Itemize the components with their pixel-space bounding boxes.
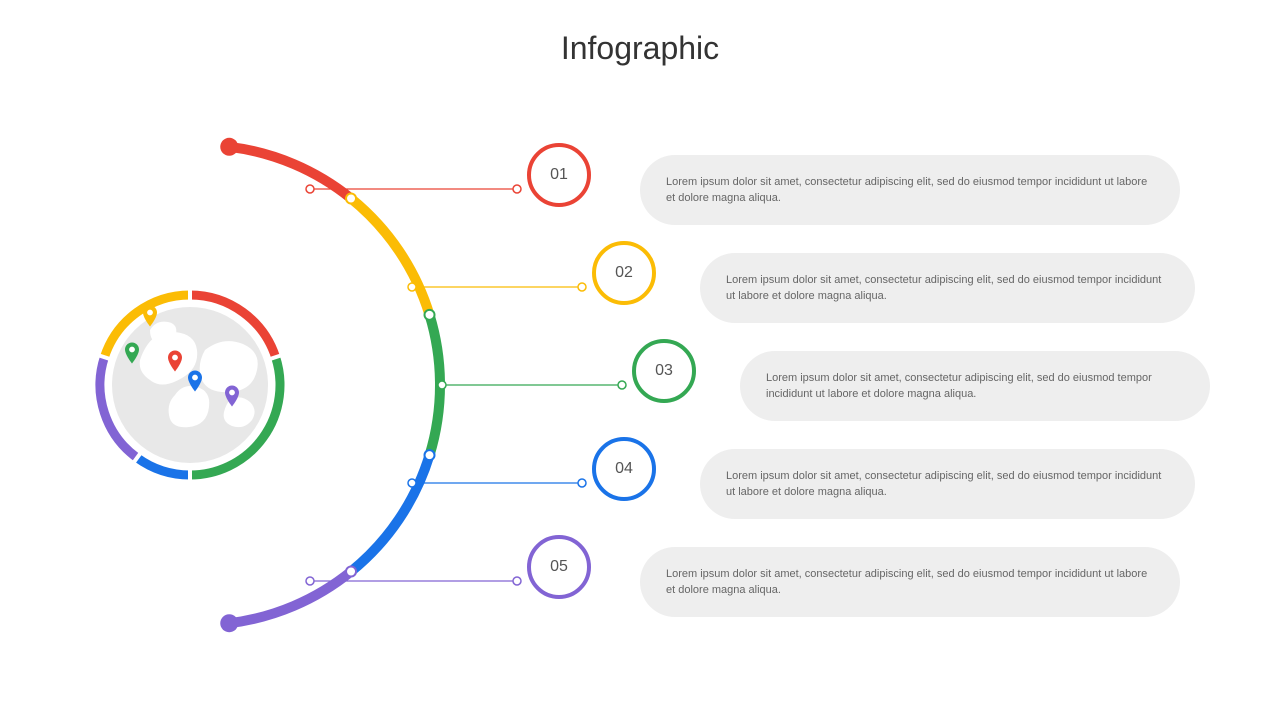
map-pin-icon [125,342,139,364]
step-desc-text: Lorem ipsum dolor sit amet, consectetur … [666,174,1154,207]
globe-ring-gap [267,354,284,360]
connector-dot [618,381,626,389]
map-pin-icon [168,350,182,372]
arc-node [346,567,356,577]
step-desc-text: Lorem ipsum dolor sit amet, consectetur … [726,468,1169,501]
step-desc-text: Lorem ipsum dolor sit amet, consectetur … [766,370,1184,403]
arc-node [425,450,435,460]
step-desc-5: Lorem ipsum dolor sit amet, consectetur … [640,547,1180,617]
step-desc-3: Lorem ipsum dolor sit amet, consectetur … [740,351,1210,421]
connector-dot [306,577,314,585]
step-number: 05 [550,558,568,576]
step-desc-2: Lorem ipsum dolor sit amet, consectetur … [700,253,1195,323]
arc-segment-1 [229,147,351,199]
map-pin-icon [225,385,239,407]
connector-dot [408,479,416,487]
arc-node [425,310,435,320]
arc-segment-5 [229,572,351,624]
step-circle-2: 02 [592,241,656,305]
step-number: 01 [550,166,568,184]
step-desc-text: Lorem ipsum dolor sit amet, consectetur … [666,566,1154,599]
connector-dot [513,577,521,585]
step-circle-4: 04 [592,437,656,501]
step-number: 04 [615,460,633,478]
step-circle-1: 01 [527,143,591,207]
arc-segment-2 [351,198,429,314]
connector-dot [578,479,586,487]
arc-end-cap [220,138,238,156]
connector-dot [513,185,521,193]
map-pin-icon [188,370,202,392]
map-pin-icon [143,305,157,327]
arc-node [346,193,356,203]
step-circle-3: 03 [632,339,696,403]
step-desc-4: Lorem ipsum dolor sit amet, consectetur … [700,449,1195,519]
connector-dot [408,283,416,291]
connector-dot [306,185,314,193]
arc-segment-4 [351,455,429,571]
step-desc-text: Lorem ipsum dolor sit amet, consectetur … [726,272,1169,305]
step-desc-1: Lorem ipsum dolor sit amet, consectetur … [640,155,1180,225]
step-circle-5: 05 [527,535,591,599]
globe-ring-gap [96,354,113,360]
step-number: 02 [615,264,633,282]
connector-dot [438,381,446,389]
arc-end-cap [220,614,238,632]
connector-dot [578,283,586,291]
step-number: 03 [655,362,673,380]
